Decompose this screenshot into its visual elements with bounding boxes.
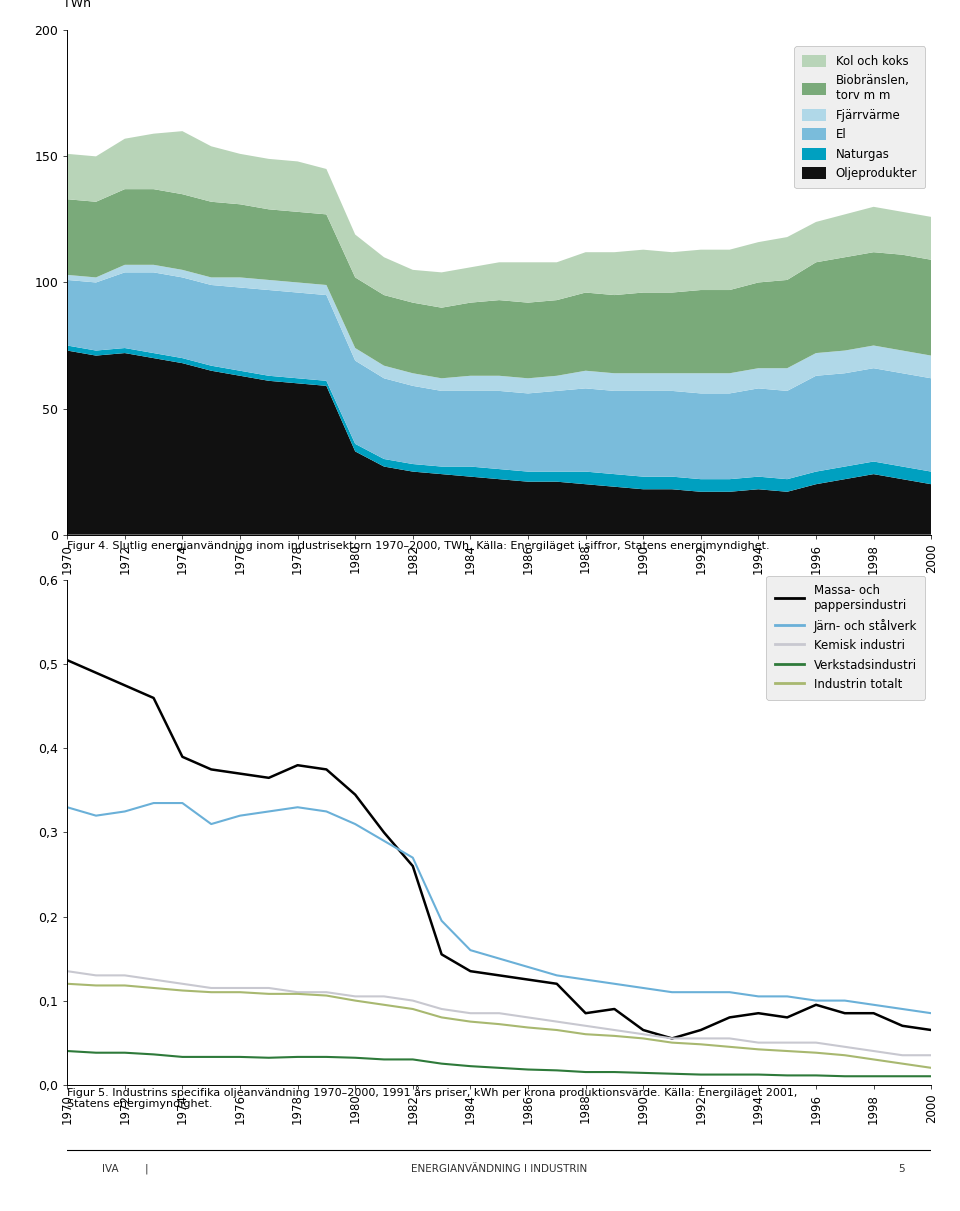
Text: IVA: IVA bbox=[102, 1164, 118, 1173]
Text: 5: 5 bbox=[899, 1164, 905, 1173]
Legend: Massa- och
pappersindustri, Järn- och stålverk, Kemisk industri, Verkstadsindust: Massa- och pappersindustri, Järn- och st… bbox=[766, 576, 925, 700]
Text: |: | bbox=[145, 1164, 149, 1175]
Text: Figur 4. Slutlig energianvändning inom industrisektorn 1970–2000, TWh. Källa: En: Figur 4. Slutlig energianvändning inom i… bbox=[67, 541, 770, 551]
Legend: Kol och koks, Biobränslen,
torv m m, Fjärrvärme, El, Naturgas, Oljeprodukter: Kol och koks, Biobränslen, torv m m, Fjä… bbox=[794, 46, 925, 189]
Text: TWh: TWh bbox=[63, 0, 91, 10]
Text: ENERGIANVÄNDNING I INDUSTRIN: ENERGIANVÄNDNING I INDUSTRIN bbox=[411, 1164, 588, 1173]
Text: Figur 5. Industrins specifika oljeanvändning 1970–2000, 1991 års priser, kWh per: Figur 5. Industrins specifika oljeanvänd… bbox=[67, 1086, 798, 1109]
